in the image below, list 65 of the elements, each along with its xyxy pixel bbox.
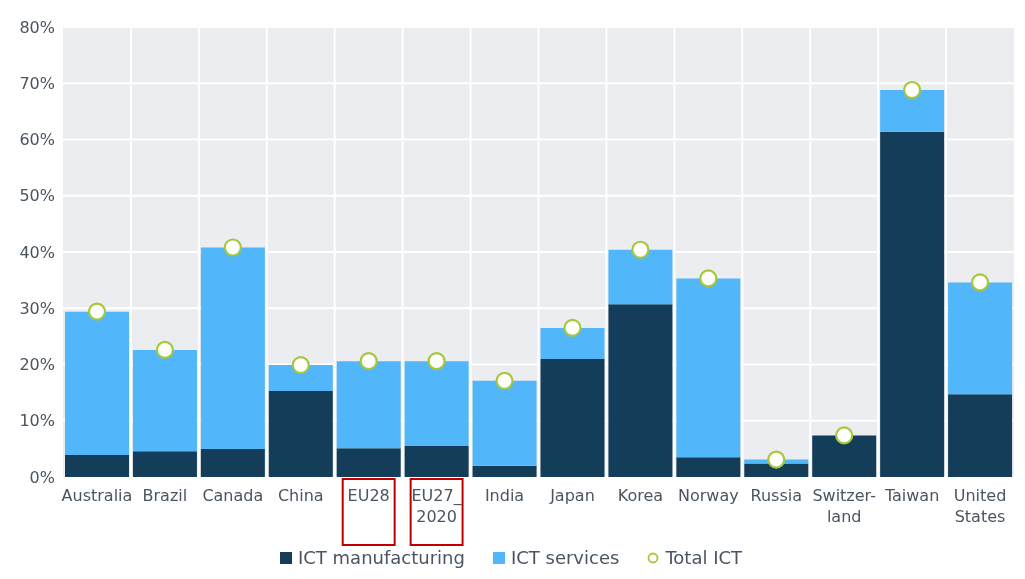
- bar: [404, 361, 469, 447]
- point: [767, 450, 786, 469]
- y-tick-label: 60%: [19, 130, 55, 150]
- bar: [404, 446, 469, 477]
- bar: [65, 455, 129, 477]
- point: [970, 273, 990, 292]
- bar: [132, 451, 197, 477]
- bar: [676, 278, 741, 458]
- bar: [540, 327, 605, 359]
- bar: [200, 247, 265, 449]
- bar: [608, 249, 673, 305]
- legend-label: ICT services: [509, 547, 620, 568]
- bar: [268, 390, 333, 477]
- y-tick-label: 30%: [19, 298, 55, 318]
- bar: [268, 365, 333, 391]
- bar: [812, 435, 877, 477]
- bar: [676, 457, 741, 477]
- x-tick-label: Russia: [750, 486, 802, 505]
- x-tick-label: Australia: [61, 486, 133, 505]
- bar: [608, 304, 673, 477]
- point: [291, 355, 310, 375]
- y-tick-label: 50%: [19, 186, 55, 206]
- x-tick-label: Switzer- land: [812, 486, 876, 526]
- x-tick-label: India: [484, 486, 525, 505]
- x-tick-label: Korea: [617, 486, 664, 505]
- y-tick-label: 20%: [19, 355, 55, 375]
- point: [903, 80, 922, 100]
- point: [359, 352, 378, 371]
- bar: [880, 90, 945, 132]
- point: [155, 340, 174, 359]
- point: [223, 238, 242, 257]
- x-tick-label: China: [277, 486, 324, 505]
- bar: [132, 349, 197, 452]
- x-tick-label: Taiwan: [883, 486, 940, 505]
- x-tick-label: United States: [953, 486, 1007, 526]
- point: [699, 269, 718, 288]
- bar: [65, 311, 129, 456]
- bar: [948, 282, 1013, 395]
- bar: [472, 380, 537, 466]
- bar: [744, 463, 809, 477]
- y-tick-label: 80%: [19, 17, 55, 37]
- point: [563, 318, 582, 338]
- bar: [880, 131, 945, 477]
- bar: [948, 394, 1013, 477]
- bar: [336, 361, 401, 449]
- bar: [336, 448, 401, 477]
- point: [495, 371, 514, 390]
- bar: [540, 358, 605, 477]
- point: [427, 352, 446, 371]
- y-tick-label: 10%: [19, 411, 55, 431]
- legend-label: ICT manufacturing: [296, 547, 465, 568]
- y-tick-label: 0%: [29, 467, 55, 487]
- bar: [200, 448, 265, 477]
- legend-label: Total ICT: [664, 547, 743, 568]
- bar: [472, 465, 537, 477]
- point: [835, 426, 854, 445]
- y-tick-label: 70%: [19, 73, 55, 93]
- x-tick-label: EU28: [347, 486, 390, 505]
- x-tick-label: Canada: [202, 486, 264, 505]
- point: [87, 302, 107, 321]
- x-tick-label: Norway: [677, 486, 739, 505]
- x-tick-label: Japan: [549, 486, 595, 505]
- x-tick-label: Brazil: [142, 486, 188, 505]
- y-tick-label: 40%: [19, 242, 55, 262]
- point: [631, 240, 650, 259]
